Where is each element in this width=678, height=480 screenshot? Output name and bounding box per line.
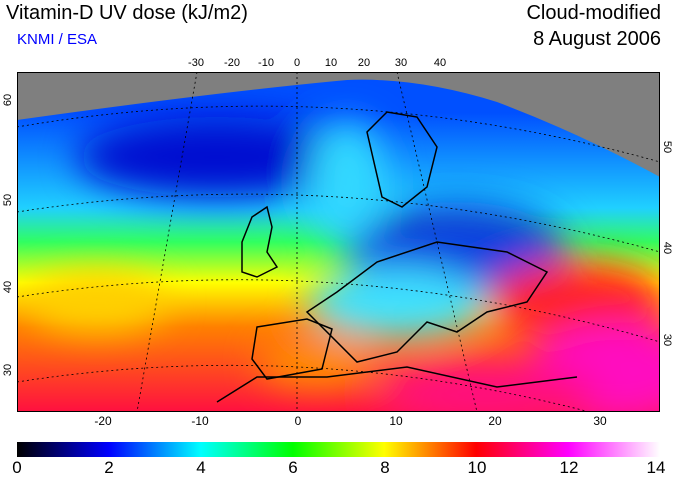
bottom-lon-tick: -20: [94, 414, 112, 428]
map-title: Vitamin-D UV dose (kJ/m2): [6, 2, 248, 24]
credit-label: KNMI / ESA: [17, 31, 98, 48]
date-label: 8 August 2006: [533, 28, 661, 50]
right-lat-tick: 50: [661, 140, 674, 154]
bottom-lon-tick: -10: [191, 414, 209, 428]
colorbar-label: 6: [288, 458, 298, 477]
top-lon-tick: 40: [433, 57, 447, 69]
top-lon-tick: 0: [293, 57, 301, 69]
right-lat-tick: 40: [661, 241, 674, 255]
colorbar-label: 14: [646, 458, 666, 477]
top-lon-tick: -10: [258, 57, 274, 69]
top-lon-tick: -30: [188, 57, 204, 69]
colorbar-label: 10: [467, 458, 487, 477]
uv-dose-map: [17, 72, 660, 412]
colorbar-label: 2: [104, 458, 114, 477]
left-lat-tick: 40: [2, 280, 15, 294]
colorbar-label: 0: [12, 458, 22, 477]
top-lon-tick: -20: [224, 57, 240, 69]
right-lat-tick: 30: [661, 333, 674, 347]
colorbar-label: 8: [380, 458, 390, 477]
top-lon-tick: 30: [394, 57, 408, 69]
bottom-lon-tick: 20: [488, 414, 502, 428]
bottom-lon-tick: 10: [389, 414, 403, 428]
left-lat-tick: 30: [2, 363, 15, 377]
top-lon-tick: 10: [324, 57, 338, 69]
left-lat-tick: 60: [2, 93, 15, 107]
top-lon-tick: 20: [357, 57, 371, 69]
bottom-lon-tick: 0: [294, 414, 302, 428]
bottom-lon-tick: 30: [593, 414, 607, 428]
left-lat-tick: 50: [2, 193, 15, 207]
color-scale-bar: [17, 442, 660, 457]
colorbar-label: 4: [196, 458, 206, 477]
colorbar-label: 12: [559, 458, 579, 477]
mode-label: Cloud-modified: [526, 2, 661, 24]
